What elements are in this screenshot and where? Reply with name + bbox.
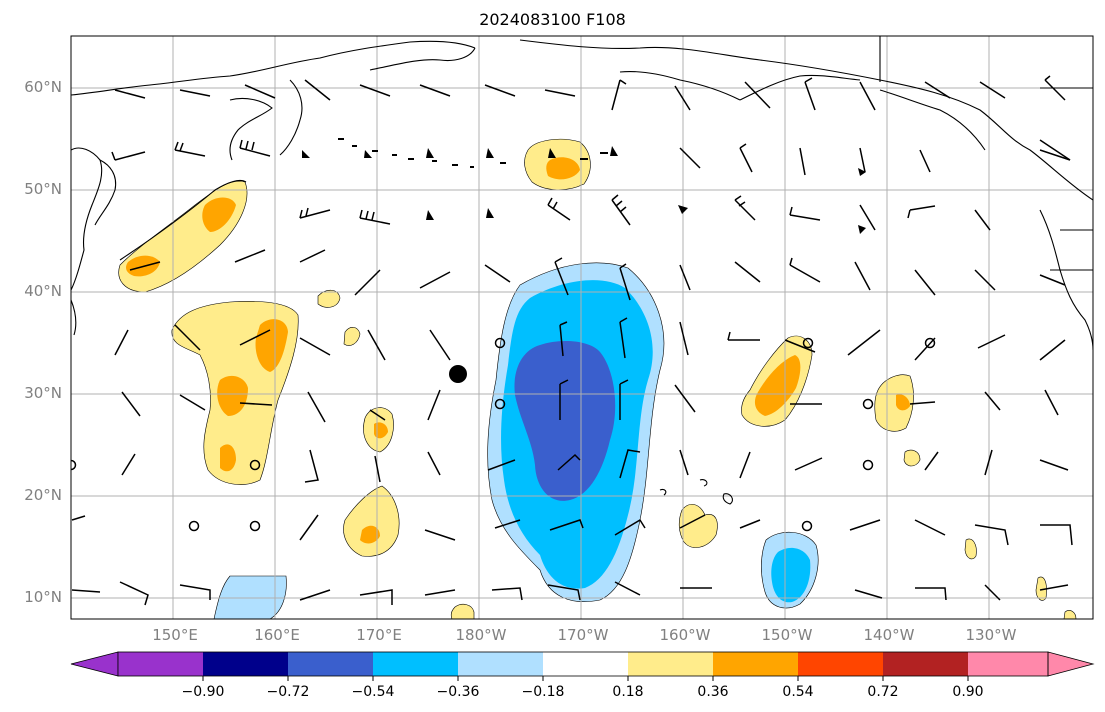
negative-anomaly-field	[214, 263, 818, 619]
colorbar-segment	[798, 652, 883, 676]
colorbar-label: −0.36	[423, 684, 493, 700]
colorbar-segment	[543, 652, 628, 676]
colorbar-label: −0.72	[253, 684, 323, 700]
colorbar-label: −0.90	[168, 684, 238, 700]
colorbar-label: 0.36	[678, 684, 748, 700]
colorbar	[71, 652, 1093, 681]
colorbar-over-arrow	[1048, 652, 1093, 676]
storm-center-dot	[449, 365, 467, 383]
colorbar-segment	[968, 652, 1048, 676]
colorbar-segment	[288, 652, 373, 676]
colorbar-label: 0.18	[593, 684, 663, 700]
colorbar-segment	[118, 652, 203, 676]
colorbar-label: −0.54	[338, 684, 408, 700]
colorbar-segment	[713, 652, 798, 676]
colorbar-label: 0.90	[933, 684, 1003, 700]
colorbar-segment	[373, 652, 458, 676]
colorbar-label: −0.18	[508, 684, 578, 700]
colorbar-segment	[458, 652, 543, 676]
colorbar-segment	[883, 652, 968, 676]
colorbar-segment	[628, 652, 713, 676]
colorbar-segment	[203, 652, 288, 676]
colorbar-under-arrow	[71, 652, 118, 676]
colorbar-label: 0.54	[763, 684, 833, 700]
colorbar-label: 0.72	[848, 684, 918, 700]
